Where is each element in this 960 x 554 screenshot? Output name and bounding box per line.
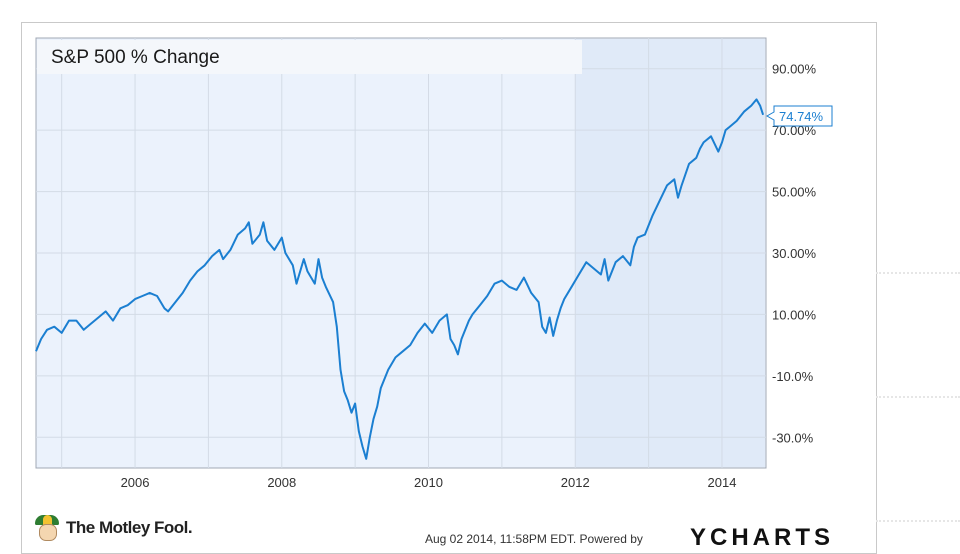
callout-box	[765, 105, 833, 127]
last-value-label: 74.74%	[779, 109, 824, 124]
x-tick-label: 2012	[561, 475, 590, 490]
ycharts-logo: YCHARTS	[690, 524, 835, 551]
y-tick-label: 70.00%	[772, 123, 817, 138]
last-value-callout: 74.74%	[765, 105, 833, 127]
series-line	[35, 98, 765, 460]
y-tick-label: -10.0%	[772, 369, 814, 384]
y-tick-label: -30.0%	[772, 430, 814, 445]
line-chart: 2006 2008 2010 2012 2014 90.00% 70.00% 50.00% 3…	[35, 37, 833, 490]
chart-title: S&P 500 % Change	[51, 47, 220, 68]
divider	[876, 520, 960, 522]
motley-fool-logo: The Motley Fool.	[32, 515, 193, 541]
jester-icon	[32, 515, 62, 541]
x-axis: 2006 2008 2010 2012 2014	[121, 475, 737, 490]
x-tick-label: 2008	[267, 475, 296, 490]
x-tick-label: 2014	[708, 475, 737, 490]
x-tick-label: 2010	[414, 475, 443, 490]
divider	[876, 272, 960, 274]
y-tick-label: 10.00%	[772, 307, 817, 322]
title-background	[37, 40, 582, 74]
y-tick-label: 30.00%	[772, 246, 817, 261]
series-group	[35, 98, 765, 460]
y-tick-label: 50.00%	[772, 185, 817, 200]
y-tick-label: 90.00%	[772, 62, 817, 77]
divider	[876, 396, 960, 398]
x-tick-label: 2006	[121, 475, 150, 490]
timestamp-text: Aug 02 2014, 11:58PM EDT. Powered by	[425, 532, 643, 546]
y-axis: 90.00% 70.00% 50.00% 30.00% 10.00% -10.0% -30.…	[772, 62, 817, 446]
title-group: S&P 500 % Change	[37, 40, 582, 74]
brand-name: The Motley Fool.	[66, 518, 193, 537]
